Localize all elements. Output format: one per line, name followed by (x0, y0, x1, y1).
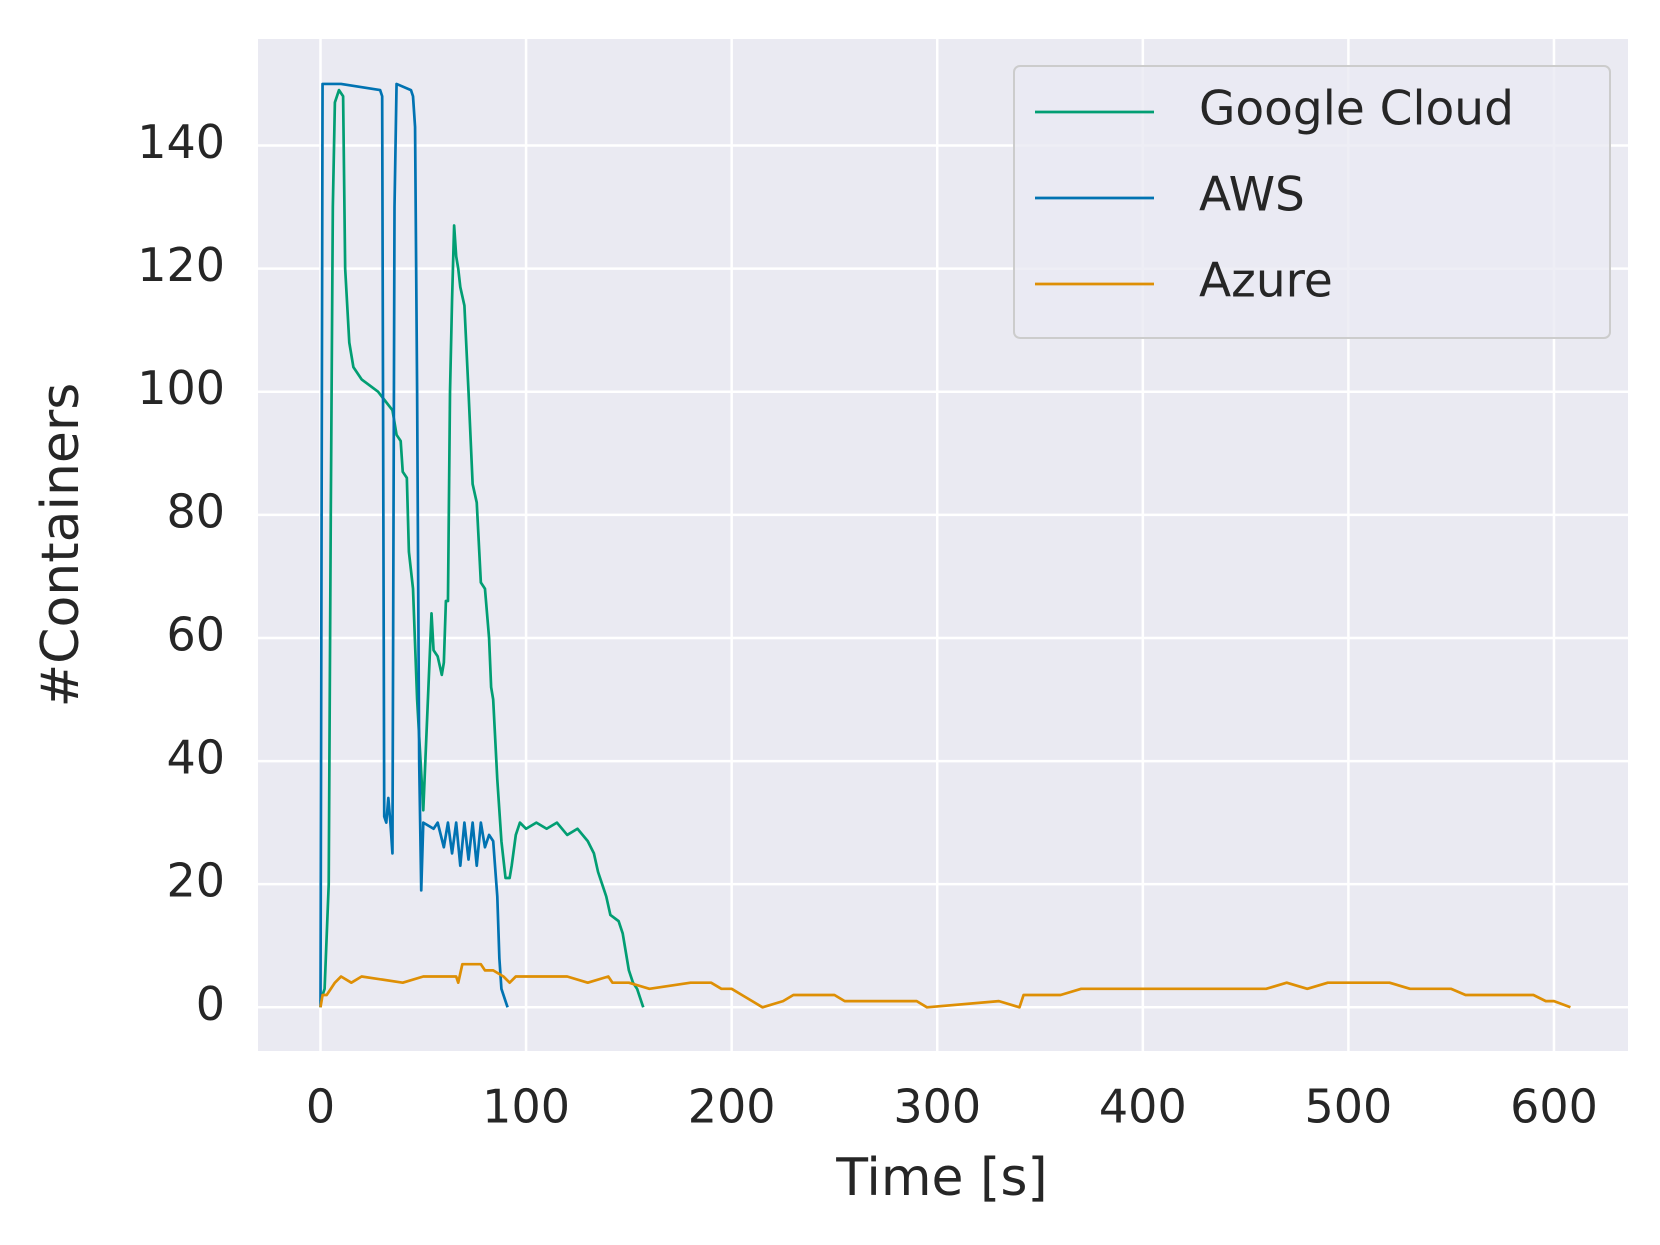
y-tick-label: 140 (137, 115, 225, 169)
x-tick-label: 0 (306, 1080, 335, 1134)
legend-box (1013, 65, 1611, 339)
tick-labels: 0 100 200 300 400 500 600 0 20 40 60 80 100 120 140 (137, 115, 1598, 1134)
y-tick-label: 100 (137, 361, 225, 415)
x-tick-label: 300 (893, 1080, 981, 1134)
legend: Google Cloud AWS Azure (1013, 65, 1611, 339)
x-tick-label: 400 (1099, 1080, 1187, 1134)
lines (319, 82, 1571, 1009)
x-tick-label: 200 (688, 1080, 776, 1134)
y-tick-label: 60 (166, 607, 225, 661)
legend-label: Azure (1199, 254, 1333, 309)
y-tick-label: 120 (137, 238, 225, 292)
legend-label: Google Cloud (1199, 82, 1514, 137)
series-line (319, 82, 509, 1008)
legend-label: AWS (1199, 168, 1305, 223)
x-tick-label: 500 (1305, 1080, 1393, 1134)
y-tick-label: 80 (166, 484, 225, 538)
x-axis-label: Time [s] (835, 1148, 1047, 1208)
grid (258, 39, 1628, 1051)
y-axis-label: #Containers (31, 383, 91, 708)
y-tick-label: 0 (196, 977, 225, 1031)
x-tick-label: 100 (482, 1080, 570, 1134)
y-tick-label: 40 (166, 731, 225, 785)
series-line (319, 962, 1571, 1009)
y-tick-label: 20 (166, 854, 225, 908)
x-tick-label: 600 (1510, 1080, 1598, 1134)
